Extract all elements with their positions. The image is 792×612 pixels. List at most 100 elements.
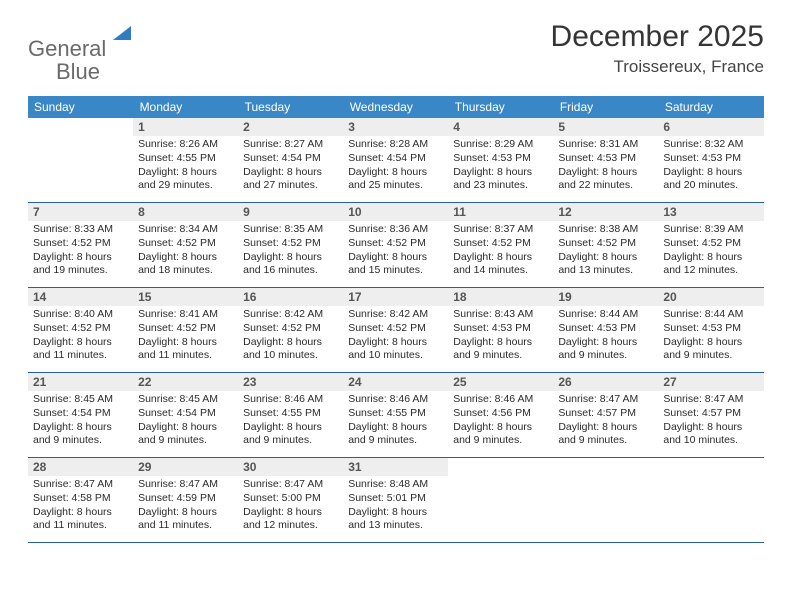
day-content: Sunrise: 8:47 AMSunset: 5:00 PMDaylight:… [238, 476, 343, 537]
day-content: Sunrise: 8:42 AMSunset: 4:52 PMDaylight:… [343, 306, 448, 367]
logo-word2: Blue [56, 59, 100, 84]
day-number: 5 [553, 118, 658, 136]
day-content: Sunrise: 8:32 AMSunset: 4:53 PMDaylight:… [658, 136, 763, 197]
daylight-text: Daylight: 8 hours and 9 minutes. [138, 421, 233, 448]
day-number [448, 458, 553, 476]
calendar-day-cell: 3Sunrise: 8:28 AMSunset: 4:54 PMDaylight… [343, 118, 448, 203]
day-number: 9 [238, 203, 343, 221]
sunset-text: Sunset: 5:01 PM [348, 492, 443, 506]
sunset-text: Sunset: 4:52 PM [558, 237, 653, 251]
sunset-text: Sunset: 4:54 PM [348, 152, 443, 166]
sunset-text: Sunset: 4:59 PM [138, 492, 233, 506]
calendar-day-cell: 25Sunrise: 8:46 AMSunset: 4:56 PMDayligh… [448, 373, 553, 458]
sunset-text: Sunset: 4:52 PM [243, 322, 338, 336]
sunrise-text: Sunrise: 8:27 AM [243, 138, 338, 152]
sunrise-text: Sunrise: 8:47 AM [558, 393, 653, 407]
calendar-day-cell: 23Sunrise: 8:46 AMSunset: 4:55 PMDayligh… [238, 373, 343, 458]
weekday-header: Friday [553, 96, 658, 118]
sunset-text: Sunset: 4:52 PM [663, 237, 758, 251]
daylight-text: Daylight: 8 hours and 27 minutes. [243, 166, 338, 193]
daylight-text: Daylight: 8 hours and 25 minutes. [348, 166, 443, 193]
header: General Blue December 2025 Troissereux, … [28, 20, 764, 84]
calendar-day-cell: 1Sunrise: 8:26 AMSunset: 4:55 PMDaylight… [133, 118, 238, 203]
day-number: 1 [133, 118, 238, 136]
sunset-text: Sunset: 4:52 PM [33, 322, 128, 336]
day-content: Sunrise: 8:36 AMSunset: 4:52 PMDaylight:… [343, 221, 448, 282]
calendar-day-cell: 30Sunrise: 8:47 AMSunset: 5:00 PMDayligh… [238, 458, 343, 543]
weekday-header: Tuesday [238, 96, 343, 118]
calendar-day-cell: 6Sunrise: 8:32 AMSunset: 4:53 PMDaylight… [658, 118, 763, 203]
day-content: Sunrise: 8:28 AMSunset: 4:54 PMDaylight:… [343, 136, 448, 197]
sunrise-text: Sunrise: 8:46 AM [453, 393, 548, 407]
sunset-text: Sunset: 4:57 PM [663, 407, 758, 421]
calendar-week-row: 14Sunrise: 8:40 AMSunset: 4:52 PMDayligh… [28, 288, 764, 373]
sunset-text: Sunset: 4:55 PM [243, 407, 338, 421]
day-content: Sunrise: 8:35 AMSunset: 4:52 PMDaylight:… [238, 221, 343, 282]
day-number: 8 [133, 203, 238, 221]
sunset-text: Sunset: 4:52 PM [348, 237, 443, 251]
day-content: Sunrise: 8:26 AMSunset: 4:55 PMDaylight:… [133, 136, 238, 197]
calendar-day-cell: 27Sunrise: 8:47 AMSunset: 4:57 PMDayligh… [658, 373, 763, 458]
sunset-text: Sunset: 4:53 PM [558, 322, 653, 336]
day-content: Sunrise: 8:33 AMSunset: 4:52 PMDaylight:… [28, 221, 133, 282]
calendar-day-cell: 11Sunrise: 8:37 AMSunset: 4:52 PMDayligh… [448, 203, 553, 288]
location-label: Troissereux, France [551, 57, 764, 77]
weekday-header: Wednesday [343, 96, 448, 118]
daylight-text: Daylight: 8 hours and 9 minutes. [558, 336, 653, 363]
day-content: Sunrise: 8:48 AMSunset: 5:01 PMDaylight:… [343, 476, 448, 537]
day-content: Sunrise: 8:43 AMSunset: 4:53 PMDaylight:… [448, 306, 553, 367]
daylight-text: Daylight: 8 hours and 10 minutes. [663, 421, 758, 448]
day-content: Sunrise: 8:41 AMSunset: 4:52 PMDaylight:… [133, 306, 238, 367]
sunrise-text: Sunrise: 8:40 AM [33, 308, 128, 322]
calendar-day-cell: 28Sunrise: 8:47 AMSunset: 4:58 PMDayligh… [28, 458, 133, 543]
daylight-text: Daylight: 8 hours and 9 minutes. [348, 421, 443, 448]
sunset-text: Sunset: 4:58 PM [33, 492, 128, 506]
calendar-day-cell: 14Sunrise: 8:40 AMSunset: 4:52 PMDayligh… [28, 288, 133, 373]
sunset-text: Sunset: 4:52 PM [243, 237, 338, 251]
day-number: 6 [658, 118, 763, 136]
sunset-text: Sunset: 4:55 PM [138, 152, 233, 166]
calendar-week-row: 7Sunrise: 8:33 AMSunset: 4:52 PMDaylight… [28, 203, 764, 288]
sunrise-text: Sunrise: 8:44 AM [663, 308, 758, 322]
day-content: Sunrise: 8:31 AMSunset: 4:53 PMDaylight:… [553, 136, 658, 197]
day-number: 12 [553, 203, 658, 221]
calendar-day-cell: 24Sunrise: 8:46 AMSunset: 4:55 PMDayligh… [343, 373, 448, 458]
daylight-text: Daylight: 8 hours and 9 minutes. [663, 336, 758, 363]
day-number: 19 [553, 288, 658, 306]
sunrise-text: Sunrise: 8:44 AM [558, 308, 653, 322]
daylight-text: Daylight: 8 hours and 22 minutes. [558, 166, 653, 193]
daylight-text: Daylight: 8 hours and 11 minutes. [33, 506, 128, 533]
calendar-body: 1Sunrise: 8:26 AMSunset: 4:55 PMDaylight… [28, 118, 764, 543]
sunrise-text: Sunrise: 8:32 AM [663, 138, 758, 152]
sunrise-text: Sunrise: 8:46 AM [348, 393, 443, 407]
calendar-day-cell: 4Sunrise: 8:29 AMSunset: 4:53 PMDaylight… [448, 118, 553, 203]
daylight-text: Daylight: 8 hours and 18 minutes. [138, 251, 233, 278]
calendar-day-cell: 31Sunrise: 8:48 AMSunset: 5:01 PMDayligh… [343, 458, 448, 543]
daylight-text: Daylight: 8 hours and 15 minutes. [348, 251, 443, 278]
day-content: Sunrise: 8:34 AMSunset: 4:52 PMDaylight:… [133, 221, 238, 282]
sunrise-text: Sunrise: 8:42 AM [348, 308, 443, 322]
daylight-text: Daylight: 8 hours and 29 minutes. [138, 166, 233, 193]
daylight-text: Daylight: 8 hours and 11 minutes. [33, 336, 128, 363]
daylight-text: Daylight: 8 hours and 23 minutes. [453, 166, 548, 193]
day-number: 2 [238, 118, 343, 136]
calendar-week-row: 1Sunrise: 8:26 AMSunset: 4:55 PMDaylight… [28, 118, 764, 203]
daylight-text: Daylight: 8 hours and 14 minutes. [453, 251, 548, 278]
day-content: Sunrise: 8:47 AMSunset: 4:57 PMDaylight:… [553, 391, 658, 452]
sunrise-text: Sunrise: 8:41 AM [138, 308, 233, 322]
sunrise-text: Sunrise: 8:39 AM [663, 223, 758, 237]
day-content: Sunrise: 8:47 AMSunset: 4:58 PMDaylight:… [28, 476, 133, 537]
day-content: Sunrise: 8:29 AMSunset: 4:53 PMDaylight:… [448, 136, 553, 197]
calendar-week-row: 21Sunrise: 8:45 AMSunset: 4:54 PMDayligh… [28, 373, 764, 458]
daylight-text: Daylight: 8 hours and 16 minutes. [243, 251, 338, 278]
logo-triangle-icon [113, 26, 131, 40]
calendar-day-cell: 29Sunrise: 8:47 AMSunset: 4:59 PMDayligh… [133, 458, 238, 543]
day-number: 30 [238, 458, 343, 476]
sunrise-text: Sunrise: 8:46 AM [243, 393, 338, 407]
sunset-text: Sunset: 4:55 PM [348, 407, 443, 421]
daylight-text: Daylight: 8 hours and 9 minutes. [453, 421, 548, 448]
daylight-text: Daylight: 8 hours and 9 minutes. [453, 336, 548, 363]
day-number [658, 458, 763, 476]
calendar-day-cell: 12Sunrise: 8:38 AMSunset: 4:52 PMDayligh… [553, 203, 658, 288]
calendar-day-cell: 5Sunrise: 8:31 AMSunset: 4:53 PMDaylight… [553, 118, 658, 203]
